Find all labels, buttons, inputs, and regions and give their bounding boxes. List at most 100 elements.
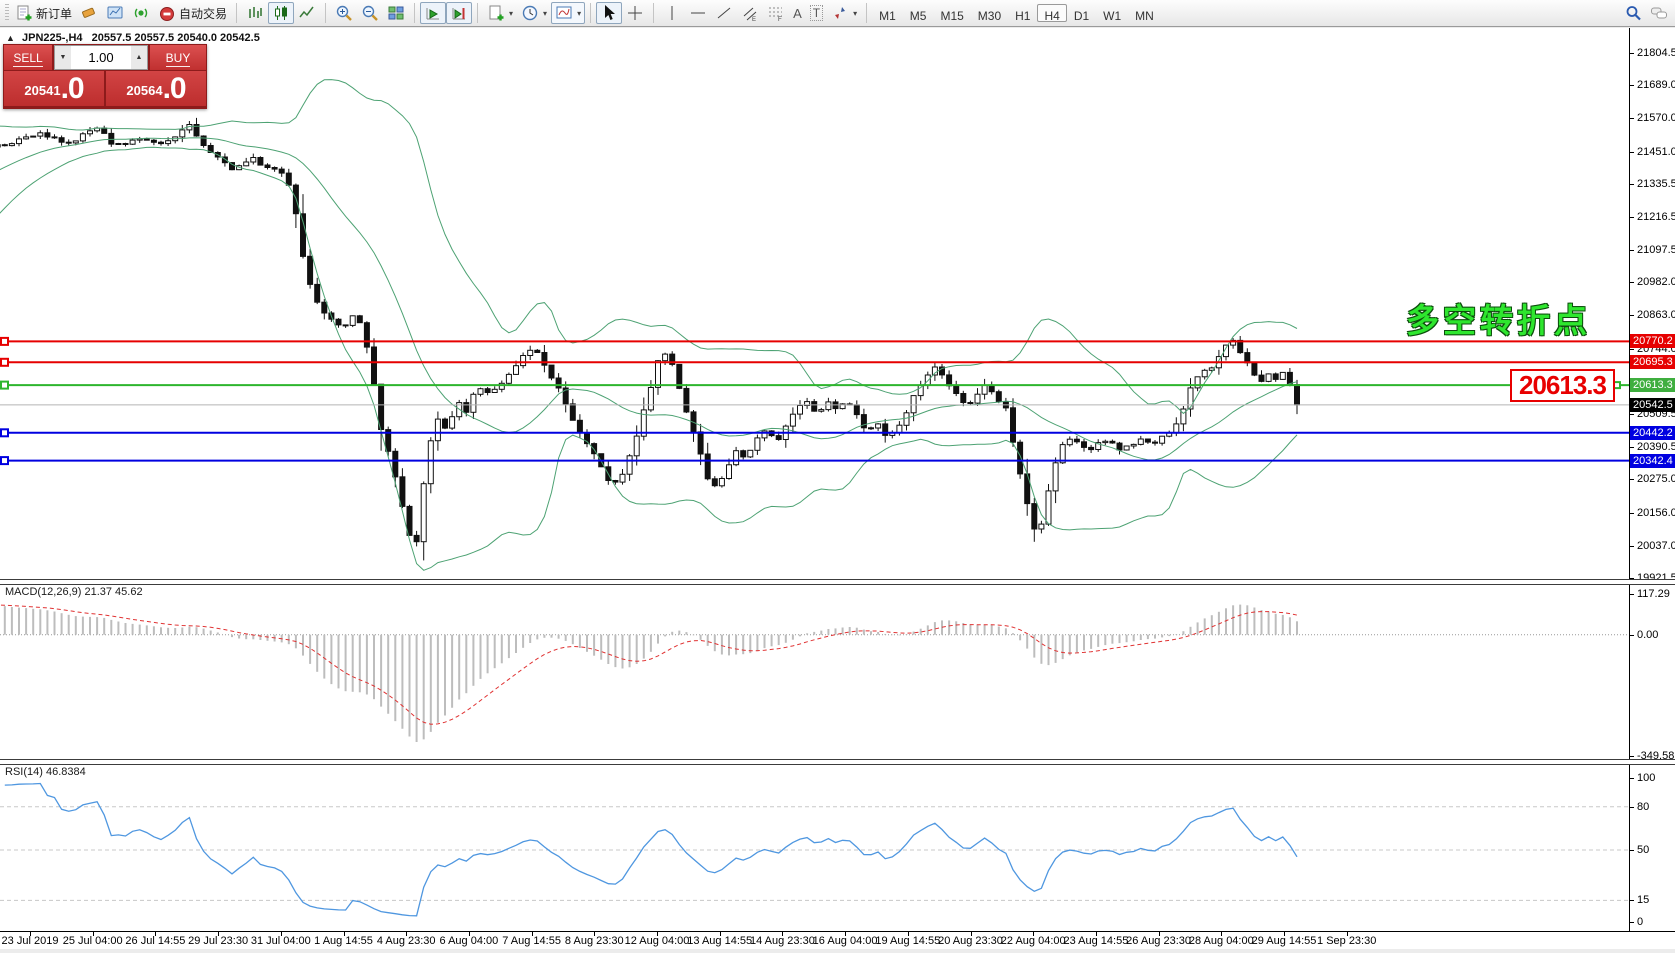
timeframe-w1[interactable]: W1 xyxy=(1096,4,1128,23)
time-axis-label: 20 Aug 23:30 xyxy=(938,935,1003,947)
candle-body xyxy=(179,129,186,138)
price-line-badge: 20770.2 xyxy=(1630,334,1675,349)
bar-chart-button[interactable] xyxy=(242,2,268,24)
price-axis[interactable]: 21804.5 21689.0 21570.0 21451.0 21335.5 21216… xyxy=(1629,28,1675,931)
hline-handle[interactable] xyxy=(0,428,9,438)
rsi-axis-tick xyxy=(1630,806,1634,808)
zoom-in-button[interactable] xyxy=(331,2,357,24)
candle-body xyxy=(669,353,676,365)
buy-button[interactable]: BUY xyxy=(150,45,206,70)
arrows-tool[interactable]: ▾ xyxy=(827,2,861,24)
trendline-tool[interactable] xyxy=(711,2,737,24)
price-tick xyxy=(1630,216,1634,218)
macd-plot-svg[interactable] xyxy=(0,583,1629,759)
candle-body xyxy=(300,213,306,257)
equidistant-channel-tool[interactable]: E xyxy=(737,2,763,24)
zoom-out-button[interactable] xyxy=(357,2,383,24)
candle-body xyxy=(1102,440,1109,444)
text-label-tool[interactable]: T xyxy=(806,2,827,24)
candle-body xyxy=(129,139,136,145)
volume-value[interactable]: 1.00 xyxy=(88,50,114,65)
timeframe-m15[interactable]: M15 xyxy=(933,4,970,23)
timeframe-mn[interactable]: MN xyxy=(1128,4,1161,23)
candle-body xyxy=(931,366,938,376)
indicators-button[interactable]: ▾ xyxy=(551,2,586,24)
price-callout-box[interactable]: 20613.3 xyxy=(1510,369,1615,402)
fibonacci-tool[interactable]: F xyxy=(763,2,789,24)
period-button[interactable]: ▾ xyxy=(517,2,551,24)
panel-separator[interactable] xyxy=(0,759,1675,765)
time-axis-label: 4 Aug 23:30 xyxy=(376,935,436,947)
hline-handle[interactable] xyxy=(0,357,9,367)
timeframe-m30[interactable]: M30 xyxy=(971,4,1008,23)
text-tool[interactable]: A xyxy=(789,2,806,24)
time-axis-tick xyxy=(1033,932,1035,936)
eraser-button[interactable] xyxy=(76,2,102,24)
time-axis-tick xyxy=(1221,932,1223,936)
price-tick-label: 21804.5 xyxy=(1637,47,1675,59)
price-tick xyxy=(1630,479,1634,481)
timeframe-m1[interactable]: M1 xyxy=(872,4,903,23)
new-chart-button[interactable]: ▾ xyxy=(483,2,517,24)
signal-button[interactable] xyxy=(128,2,154,24)
price-line-badge: 20342.4 xyxy=(1630,453,1675,468)
toolbar-separator xyxy=(653,3,655,23)
candle-body xyxy=(221,156,228,164)
hline-handle[interactable] xyxy=(0,456,9,466)
vertical-line-tool[interactable] xyxy=(659,2,685,24)
turning-point-annotation[interactable]: 多空转折点 xyxy=(1406,302,1591,339)
buy-price-frac: .0 xyxy=(162,72,187,105)
time-axis-tick xyxy=(782,932,784,936)
price-tick-label: 20156.0 xyxy=(1637,506,1675,519)
buy-price[interactable]: 20564 .0 xyxy=(106,71,206,106)
time-axis-tick xyxy=(406,932,408,936)
panel-separator[interactable] xyxy=(0,579,1675,585)
sell-price[interactable]: 20541 .0 xyxy=(4,71,104,106)
line-chart-button[interactable] xyxy=(294,2,320,24)
sell-button[interactable]: SELL xyxy=(4,45,52,70)
crosshair-button[interactable] xyxy=(622,2,648,24)
price-tick xyxy=(1630,414,1634,416)
candle-body xyxy=(207,145,214,153)
candle-body xyxy=(1258,374,1265,382)
candle-body xyxy=(1088,446,1095,451)
profile-button[interactable] xyxy=(102,2,128,24)
main-plot-svg[interactable] xyxy=(0,28,1629,579)
toolbar-grip[interactable] xyxy=(5,4,9,22)
price-tick-label: 20982.0 xyxy=(1637,276,1675,289)
candle-body xyxy=(200,135,207,146)
chat-button[interactable] xyxy=(1646,2,1672,24)
dropdown-caret-icon: ▾ xyxy=(543,8,548,18)
candle-body xyxy=(825,401,832,411)
horizontal-line-tool[interactable] xyxy=(685,2,711,24)
auto-scroll-button[interactable] xyxy=(420,2,447,24)
chart-shift-button[interactable] xyxy=(446,2,473,24)
chart-window: 21804.5 21689.0 21570.0 21451.0 21335.5 21216… xyxy=(0,28,1675,931)
rsi-plot-svg[interactable] xyxy=(0,763,1629,929)
time-axis[interactable]: 23 Jul 2019 25 Jul 04:00 26 Jul 14:55 29 Ju… xyxy=(0,931,1675,949)
timeframe-h1[interactable]: H1 xyxy=(1008,4,1037,23)
timeframe-h4[interactable]: H4 xyxy=(1037,4,1067,23)
candle-body xyxy=(534,349,541,353)
candle-body xyxy=(58,137,65,143)
cursor-button[interactable] xyxy=(596,2,623,24)
candle-body xyxy=(193,124,200,137)
candlestick-chart-button[interactable] xyxy=(268,2,295,24)
new-order-button[interactable]: 新订单 xyxy=(11,2,76,24)
auto-trading-button[interactable]: 自动交易 xyxy=(154,2,231,24)
volume-increase-button[interactable]: ▲ xyxy=(131,46,147,69)
volume-decrease-button[interactable]: ▼ xyxy=(55,46,71,69)
hline-handle[interactable] xyxy=(0,336,9,346)
timeframe-d1[interactable]: D1 xyxy=(1067,4,1096,23)
timeframe-m5[interactable]: M5 xyxy=(903,4,934,23)
tile-windows-button[interactable] xyxy=(383,2,409,24)
search-button[interactable] xyxy=(1620,2,1646,24)
hline-handle[interactable] xyxy=(0,380,9,390)
candle-body xyxy=(1152,441,1158,444)
collapse-panel-icon[interactable]: ▲ xyxy=(6,33,15,43)
time-axis-label: 22 Aug 04:00 xyxy=(1000,935,1066,947)
rsi-axis-label: 15 xyxy=(1637,894,1650,907)
candle-body xyxy=(903,412,910,426)
price-tick-label: 21451.0 xyxy=(1637,145,1675,158)
time-axis-tick xyxy=(845,932,847,936)
